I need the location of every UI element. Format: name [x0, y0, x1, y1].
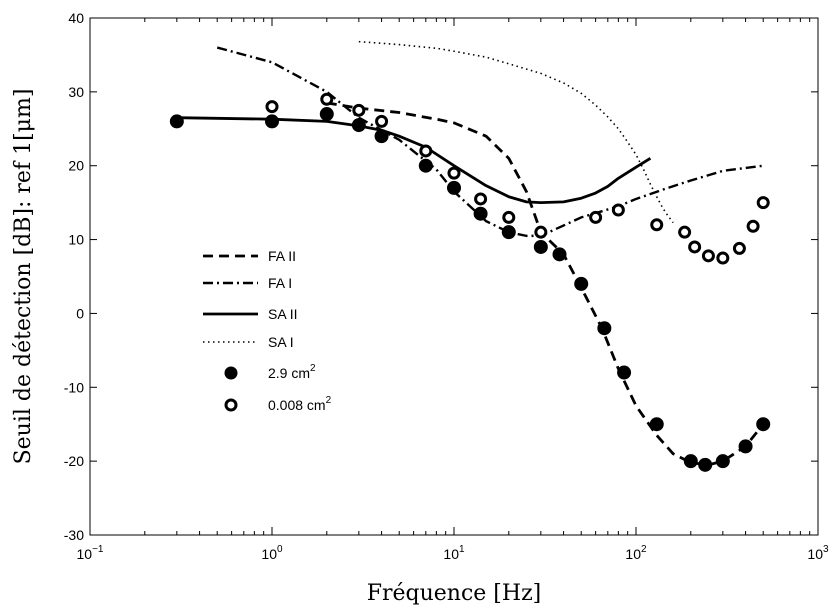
data-point-2-9-cm [597, 321, 612, 336]
data-point-0-008-cm [716, 251, 730, 265]
data-point-0-008-cm [688, 240, 702, 254]
data-point-0-008-cm [589, 210, 603, 224]
y-axis-label: Seuil de détection [dB]: ref 1[μm] [11, 89, 36, 465]
legend-label-fa-ii: FA II [268, 248, 296, 264]
data-point-2-9-cm [617, 365, 632, 380]
plot-area [90, 18, 818, 535]
data-point-0-008-cm [611, 203, 625, 217]
data-point-2-9-cm [169, 114, 184, 129]
data-point-0-008-cm [756, 196, 770, 210]
data-point-0-008-cm [502, 210, 516, 224]
x-tick-label: 10−1 [77, 544, 104, 562]
data-point-2-9-cm [473, 206, 488, 221]
data-point-0-008-cm [650, 218, 664, 232]
data-point-0-008-cm [474, 192, 488, 206]
x-axis-label: Fréquence [Hz] [367, 581, 542, 606]
data-point-0-008-cm [352, 103, 366, 117]
y-tick-label: -20 [64, 453, 84, 469]
series-line-sa-i [358, 40, 674, 224]
legend-label-fa-i: FA I [268, 275, 292, 291]
legend-swatch-0-008-cm [224, 398, 238, 412]
legend-swatch-2-9-cm [224, 366, 238, 380]
x-tick-label: 103 [807, 544, 829, 562]
data-point-0-008-cm [746, 219, 760, 233]
series-markers [169, 92, 771, 472]
y-tick-label: 0 [76, 305, 84, 321]
data-point-0-008-cm [265, 100, 279, 114]
y-tick-label: -10 [64, 379, 84, 395]
y-tick-label: 20 [68, 158, 84, 174]
legend-label-sa-ii: SA II [268, 306, 298, 322]
legend-label-sa-i: SA I [268, 334, 294, 350]
data-point-2-9-cm [683, 454, 698, 469]
data-point-0-008-cm [375, 114, 389, 128]
data-point-2-9-cm [447, 180, 461, 195]
x-tick-label: 100 [261, 544, 283, 562]
y-tick-label: 10 [68, 232, 84, 248]
data-point-2-9-cm [374, 129, 389, 144]
legend: FA II FA I SA II SA I 2.9 cm2 0.008 cm2 [203, 248, 332, 413]
y-tick-label: 40 [68, 10, 84, 26]
data-point-2-9-cm [351, 118, 366, 133]
data-point-2-9-cm [698, 457, 713, 472]
data-point-2-9-cm [574, 276, 589, 291]
axes: -30 -20 -10 0 10 20 30 40 10−1 100 101 102 103 [64, 10, 829, 562]
data-point-2-9-cm [715, 454, 730, 469]
data-point-0-008-cm [419, 144, 433, 158]
data-point-2-9-cm [265, 114, 279, 129]
data-point-0-008-cm [732, 241, 746, 255]
data-point-0-008-cm [447, 166, 461, 180]
plot-background [90, 18, 818, 535]
data-point-0-008-cm [701, 249, 715, 263]
data-point-2-9-cm [501, 225, 516, 240]
data-point-2-9-cm [533, 239, 548, 254]
series-line-fa-i [216, 46, 764, 238]
legend-label-0-008-cm: 0.008 cm2 [268, 395, 332, 413]
data-point-2-9-cm [552, 247, 567, 262]
data-point-0-008-cm [320, 92, 334, 106]
data-point-2-9-cm [418, 158, 433, 173]
legend-label-2-9-cm: 2.9 cm2 [268, 363, 316, 381]
data-point-2-9-cm [738, 439, 753, 454]
x-tick-label: 101 [443, 544, 465, 562]
data-point-2-9-cm [649, 417, 664, 432]
data-point-0-008-cm [678, 225, 692, 239]
data-point-0-008-cm [534, 225, 548, 239]
x-tick-label: 102 [625, 544, 647, 562]
y-tick-label: -30 [64, 527, 84, 543]
y-tick-label: 30 [68, 84, 84, 100]
data-point-2-9-cm [319, 107, 334, 122]
data-point-2-9-cm [756, 417, 771, 432]
